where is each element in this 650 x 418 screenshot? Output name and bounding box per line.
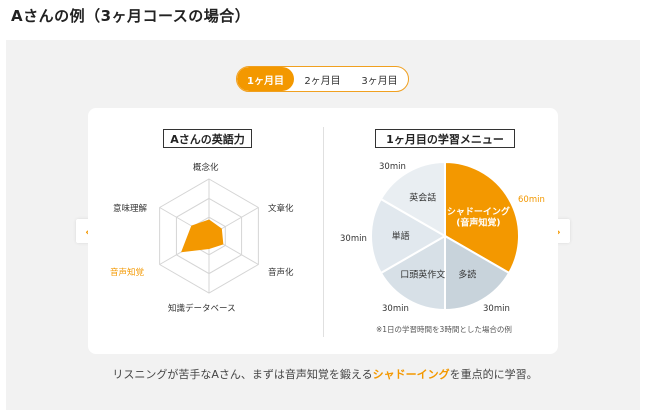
study-menu-title: 1ヶ月目の学習メニュー (375, 129, 515, 148)
pie-duration-extensive-reading: 30min (483, 304, 510, 314)
pie-slice-label: 多読 (458, 268, 476, 280)
month-tabs: 1ヶ月目 2ヶ月目 3ヶ月目 (236, 66, 409, 92)
pie-slice (444, 234, 511, 312)
pie-slice (370, 197, 448, 275)
pie-duration-english-conversation: 30min (379, 162, 406, 172)
pie-duration-shadowing: 60min (518, 195, 545, 205)
pie-slice-label: シャドーイング(音声知覚) (447, 205, 510, 228)
pie-slice-label: 単語 (392, 230, 410, 242)
radar-label-concept: 概念化 (193, 163, 219, 173)
tab-month-1[interactable]: 1ヶ月目 (237, 67, 294, 91)
caption-text: リスニングが苦手なAさん、まずは音声知覚を鍛える (112, 368, 373, 381)
pie-duration-vocab: 30min (340, 234, 367, 244)
pie-slice-label: 英会話 (409, 192, 436, 204)
card-divider (323, 127, 324, 337)
radar-label-perception: 音声知覚 (110, 268, 145, 278)
radar-label-vocalization: 音声化 (268, 268, 294, 278)
example-caption: リスニングが苦手なAさん、まずは音声知覚を鍛えるシャドーイングを重点的に学習。 (0, 366, 650, 382)
pie-slice (444, 160, 520, 275)
chevron-right-icon: › (554, 221, 562, 241)
study-time-note: ※1日の学習時間を3時間とした場合の例 (376, 325, 512, 334)
radar-label-knowledge: 知識データベース (168, 304, 236, 314)
english-skill-title: Aさんの英語力 (163, 129, 252, 148)
page-title: Aさんの例（3ヶ月コースの場合） (11, 7, 251, 25)
tab-month-3[interactable]: 3ヶ月目 (361, 75, 398, 87)
pie-slice-label: 口頭英作文 (400, 268, 445, 280)
radar-label-writing: 文章化 (268, 204, 294, 214)
caption-highlight: シャドーイング (372, 368, 450, 381)
pie-duration-oral-composition: 30min (382, 304, 409, 314)
pie-slice (379, 160, 446, 238)
radar-skill-area (181, 219, 224, 253)
tab-month-2[interactable]: 2ヶ月目 (304, 75, 341, 87)
radar-label-understanding: 意味理解 (113, 204, 148, 214)
pie-slice (379, 234, 446, 312)
caption-text-end: を重点的に学習。 (449, 368, 538, 381)
